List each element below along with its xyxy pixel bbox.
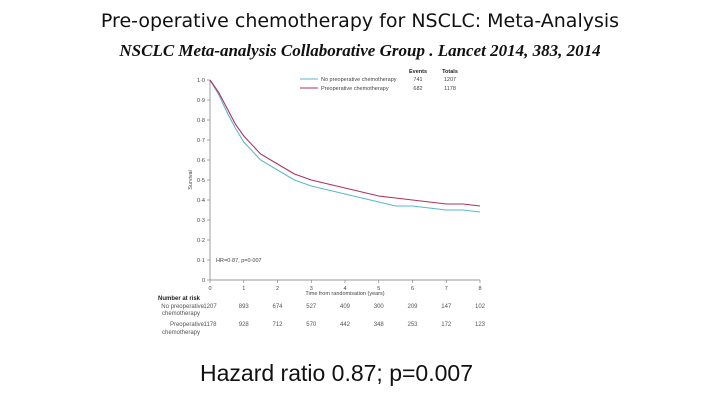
legend-total-no-preop: 1207: [444, 77, 456, 83]
y-tick-label: 0·3: [197, 218, 205, 224]
legend-header-events: Events: [409, 69, 427, 75]
y-tick-label: 0·4: [197, 198, 205, 204]
x-tick-label: 8: [478, 286, 481, 292]
x-tick-label: 0: [208, 286, 211, 292]
legend-header-totals: Totals: [442, 69, 458, 75]
risk-value: 674: [272, 304, 283, 310]
survival-curve-preop: [209, 79, 481, 207]
risk-value: 300: [374, 304, 385, 310]
risk-value: 1207: [203, 304, 217, 310]
x-axis-label: Time from randomisation (years): [305, 291, 384, 297]
risk-value: 102: [475, 304, 486, 310]
y-tick-label: 0·7: [197, 138, 205, 144]
x-tick-label: 7: [445, 286, 448, 292]
risk-row-label-preop-1: Preoperative: [170, 322, 205, 328]
risk-row-label-preop-2: chemotherapy: [162, 330, 200, 336]
risk-value: 928: [239, 322, 250, 328]
y-ticks: 0 0·1 0·2 0·3 0·4 0·5 0·6 0·7 0·8 0·9 1·0: [197, 78, 210, 284]
survival-curve-no-preop: [209, 79, 481, 213]
risk-value: 409: [340, 304, 351, 310]
hazard-ratio-annotation: HR=0·87, p=0·007: [216, 258, 262, 264]
x-tick-label: 6: [411, 286, 414, 292]
y-tick-label: 0: [202, 278, 205, 284]
y-tick-label: 1·0: [197, 78, 205, 84]
risk-table: Number at risk No preoperative chemother…: [158, 296, 486, 336]
risk-row-preop: 1178 928 712 570 442 348 253 172 123: [204, 322, 486, 328]
risk-value: 209: [407, 304, 418, 310]
risk-row-no-preop: 1207 893 674 527 409 300 209 147 102: [203, 304, 485, 310]
x-tick-label: 5: [377, 286, 380, 292]
x-tick-label: 1: [242, 286, 245, 292]
legend-total-preop: 1178: [444, 86, 456, 92]
risk-value: 442: [340, 322, 351, 328]
hazard-ratio-caption: Hazard ratio 0.87; p=0.007: [200, 360, 473, 386]
risk-table-header: Number at risk: [158, 296, 201, 302]
y-tick-label: 0·6: [197, 158, 205, 164]
risk-row-label-no-preop-1: No preoperative: [161, 304, 204, 310]
legend: Events Totals No preoperative chemothera…: [300, 69, 458, 92]
risk-value: 712: [272, 322, 283, 328]
y-tick-label: 0·2: [197, 238, 205, 244]
x-tick-label: 3: [310, 286, 313, 292]
risk-value: 570: [306, 322, 317, 328]
x-ticks: 0 1 2 3 4 5 6 7 8: [208, 280, 482, 292]
risk-value: 527: [306, 304, 317, 310]
x-tick-label: 2: [276, 286, 279, 292]
risk-value: 147: [441, 304, 452, 310]
legend-label-no-preop: No preoperative chemotherapy: [321, 77, 397, 83]
risk-row-label-no-preop-2: chemotherapy: [162, 311, 200, 317]
x-tick-label: 4: [343, 286, 346, 292]
slide-subtitle: NSCLC Meta-analysis Collaborative Group …: [119, 41, 601, 60]
legend-events-preop: 682: [413, 86, 422, 92]
y-axis-label: Survival: [188, 170, 194, 190]
risk-value: 1178: [204, 322, 218, 328]
slide-title: Pre-operative chemotherapy for NSCLC: Me…: [100, 10, 620, 32]
risk-value: 348: [374, 322, 385, 328]
risk-value: 172: [441, 322, 452, 328]
risk-value: 123: [475, 322, 486, 328]
y-tick-label: 0·9: [197, 98, 205, 104]
y-tick-label: 0·8: [197, 118, 205, 124]
risk-value: 253: [407, 322, 418, 328]
legend-label-preop: Preoperative chemotherapy: [321, 86, 389, 92]
y-tick-label: 0·1: [197, 258, 205, 264]
risk-value: 893: [239, 304, 250, 310]
y-tick-label: 0·5: [197, 178, 205, 184]
legend-events-no-preop: 741: [413, 77, 422, 83]
